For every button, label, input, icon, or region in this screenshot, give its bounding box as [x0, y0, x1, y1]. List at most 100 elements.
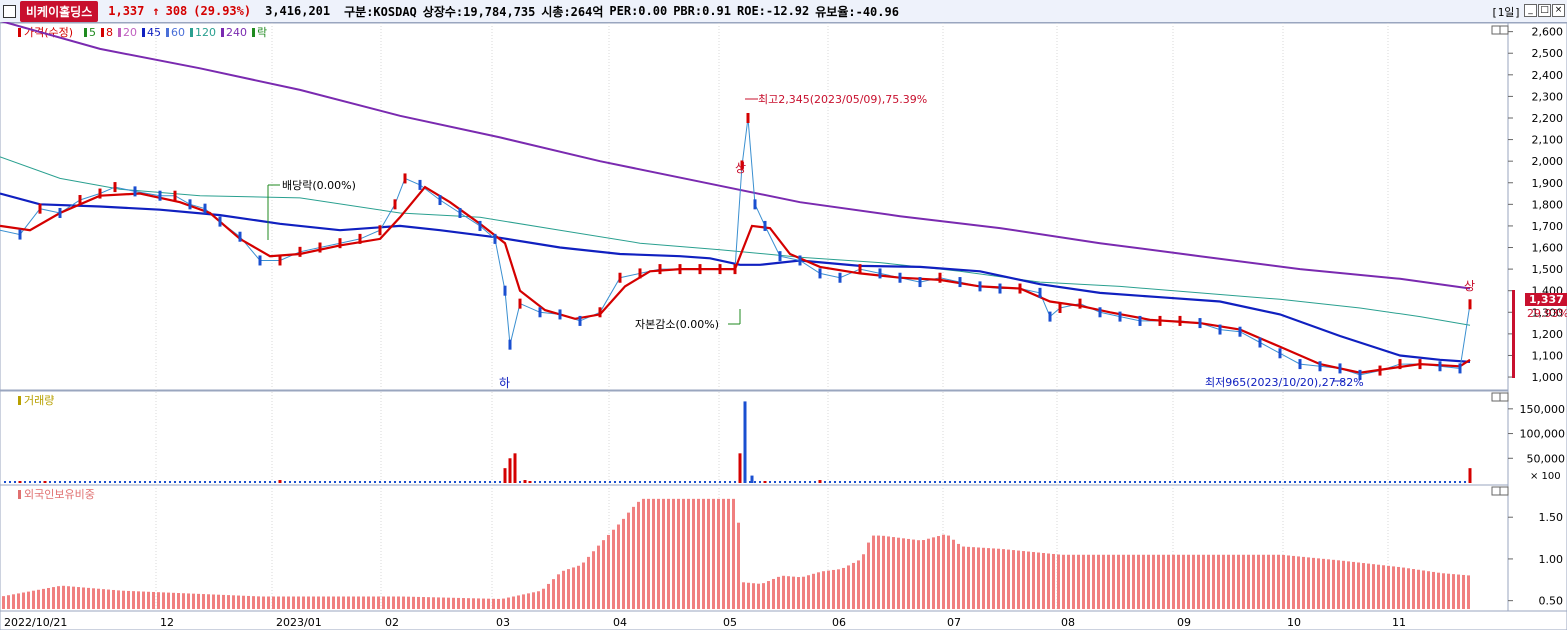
price-tick-label: 1,000	[1532, 371, 1564, 384]
volume-bar	[934, 481, 936, 483]
foreign-bar	[1262, 554, 1265, 609]
volume-bar	[1314, 481, 1316, 483]
volume-bar	[884, 481, 886, 483]
volume-bar	[1014, 481, 1016, 483]
foreign-bar	[157, 592, 160, 609]
foreign-bar	[1462, 574, 1465, 609]
foreign-bar	[822, 571, 825, 609]
panel-close-icon[interactable]	[1499, 25, 1509, 35]
foreign-bar	[812, 573, 815, 609]
panel-settings-icon[interactable]	[1491, 486, 1501, 496]
foreign-bar	[902, 538, 905, 609]
stock-chart[interactable]: 가격(수정) 5 8 20 45 60 120 240 락 거래량 외국인보유비중 2,6002…	[0, 22, 1567, 630]
close-icon[interactable]: ×	[1552, 4, 1565, 17]
volume-bar	[264, 481, 266, 483]
volume-bar	[944, 481, 946, 483]
stock-name-badge[interactable]: 비케이홀딩스	[20, 0, 99, 22]
price-candle	[918, 277, 922, 288]
foreign-bar	[802, 576, 805, 609]
foreign-bar	[1402, 567, 1405, 609]
volume-bar	[774, 481, 776, 483]
volume-bar	[1284, 481, 1286, 483]
maximize-icon[interactable]: □	[1538, 4, 1551, 17]
foreign-bar	[527, 593, 530, 609]
foreign-bar	[1217, 554, 1220, 609]
price-tick-label: 2,300	[1532, 90, 1564, 103]
foreign-legend-mark	[18, 490, 21, 499]
price-tick-label: 1,700	[1532, 220, 1564, 233]
foreign-bar	[552, 579, 555, 609]
foreign-bar	[577, 565, 580, 609]
foreign-bar	[1067, 554, 1070, 609]
price-candle	[878, 268, 882, 279]
volume-bar	[9, 481, 11, 483]
volume-bar	[738, 453, 742, 483]
foreign-bar	[1442, 573, 1445, 609]
volume-bar	[414, 481, 416, 483]
volume-bar	[254, 481, 256, 483]
volume-bar	[209, 481, 211, 483]
foreign-bar	[392, 596, 395, 609]
foreign-bar	[987, 548, 990, 609]
volume-bar	[1244, 481, 1246, 483]
foreign-bar	[767, 581, 770, 609]
foreign-bar	[692, 498, 695, 609]
foreign-bar	[797, 577, 800, 609]
volume-bar	[169, 481, 171, 483]
foreign-bar	[347, 596, 350, 609]
price-candle	[763, 220, 767, 231]
volume-bar	[119, 481, 121, 483]
volume-bar	[889, 481, 891, 483]
legend-ma-mark	[142, 28, 145, 37]
foreign-bar	[172, 592, 175, 609]
foreign-bar	[1362, 563, 1365, 609]
volume-bar	[599, 481, 601, 483]
volume-bar	[1074, 481, 1076, 483]
volume-bar	[508, 458, 512, 483]
volume-bar	[284, 481, 286, 483]
foreign-bar	[332, 596, 335, 609]
foreign-bar	[282, 596, 285, 609]
current-price: 1,337	[108, 4, 145, 18]
panel-close-icon[interactable]	[1499, 392, 1509, 402]
panel-settings-icon[interactable]	[1491, 392, 1501, 402]
panel-settings-icon[interactable]	[1491, 25, 1501, 35]
volume-bar	[54, 481, 56, 483]
volume-bar	[864, 481, 866, 483]
foreign-bar	[67, 586, 70, 609]
volume-bar	[1114, 481, 1116, 483]
volume-unit: × 100	[1530, 471, 1561, 482]
foreign-bar	[1427, 571, 1430, 609]
trade-volume: 3,416,201	[265, 4, 331, 18]
volume-bar	[634, 481, 636, 483]
foreign-bar	[732, 498, 735, 609]
foreign-bar	[1167, 554, 1170, 609]
price-candle	[733, 264, 737, 275]
volume-bar	[1194, 481, 1196, 483]
foreign-bar	[1397, 566, 1400, 609]
volume-bar	[569, 481, 571, 483]
price-candle	[218, 216, 222, 227]
price-tick-label: 2,100	[1532, 134, 1564, 147]
price-candle	[753, 199, 757, 210]
price-candle	[298, 246, 302, 257]
panel-close-icon[interactable]	[1499, 486, 1509, 496]
foreign-bar	[1252, 554, 1255, 609]
foreign-bar	[892, 537, 895, 609]
volume-bar	[1009, 481, 1011, 483]
volume-bar	[644, 481, 646, 483]
price-candle	[1418, 359, 1422, 370]
volume-bar	[124, 481, 126, 483]
last-price-tag	[1525, 293, 1567, 306]
volume-bar	[304, 481, 306, 483]
legend-ma-mark	[190, 28, 193, 37]
volume-bar	[94, 481, 96, 483]
volume-bar	[1044, 481, 1046, 483]
volume-bar	[829, 481, 831, 483]
period-selector[interactable]: [1일]	[1491, 6, 1521, 19]
price-candle	[658, 264, 662, 275]
checkbox-icon[interactable]	[3, 4, 16, 18]
foreign-bar	[1292, 555, 1295, 609]
volume-bar	[1324, 481, 1326, 483]
minimize-icon[interactable]: _	[1524, 4, 1537, 17]
